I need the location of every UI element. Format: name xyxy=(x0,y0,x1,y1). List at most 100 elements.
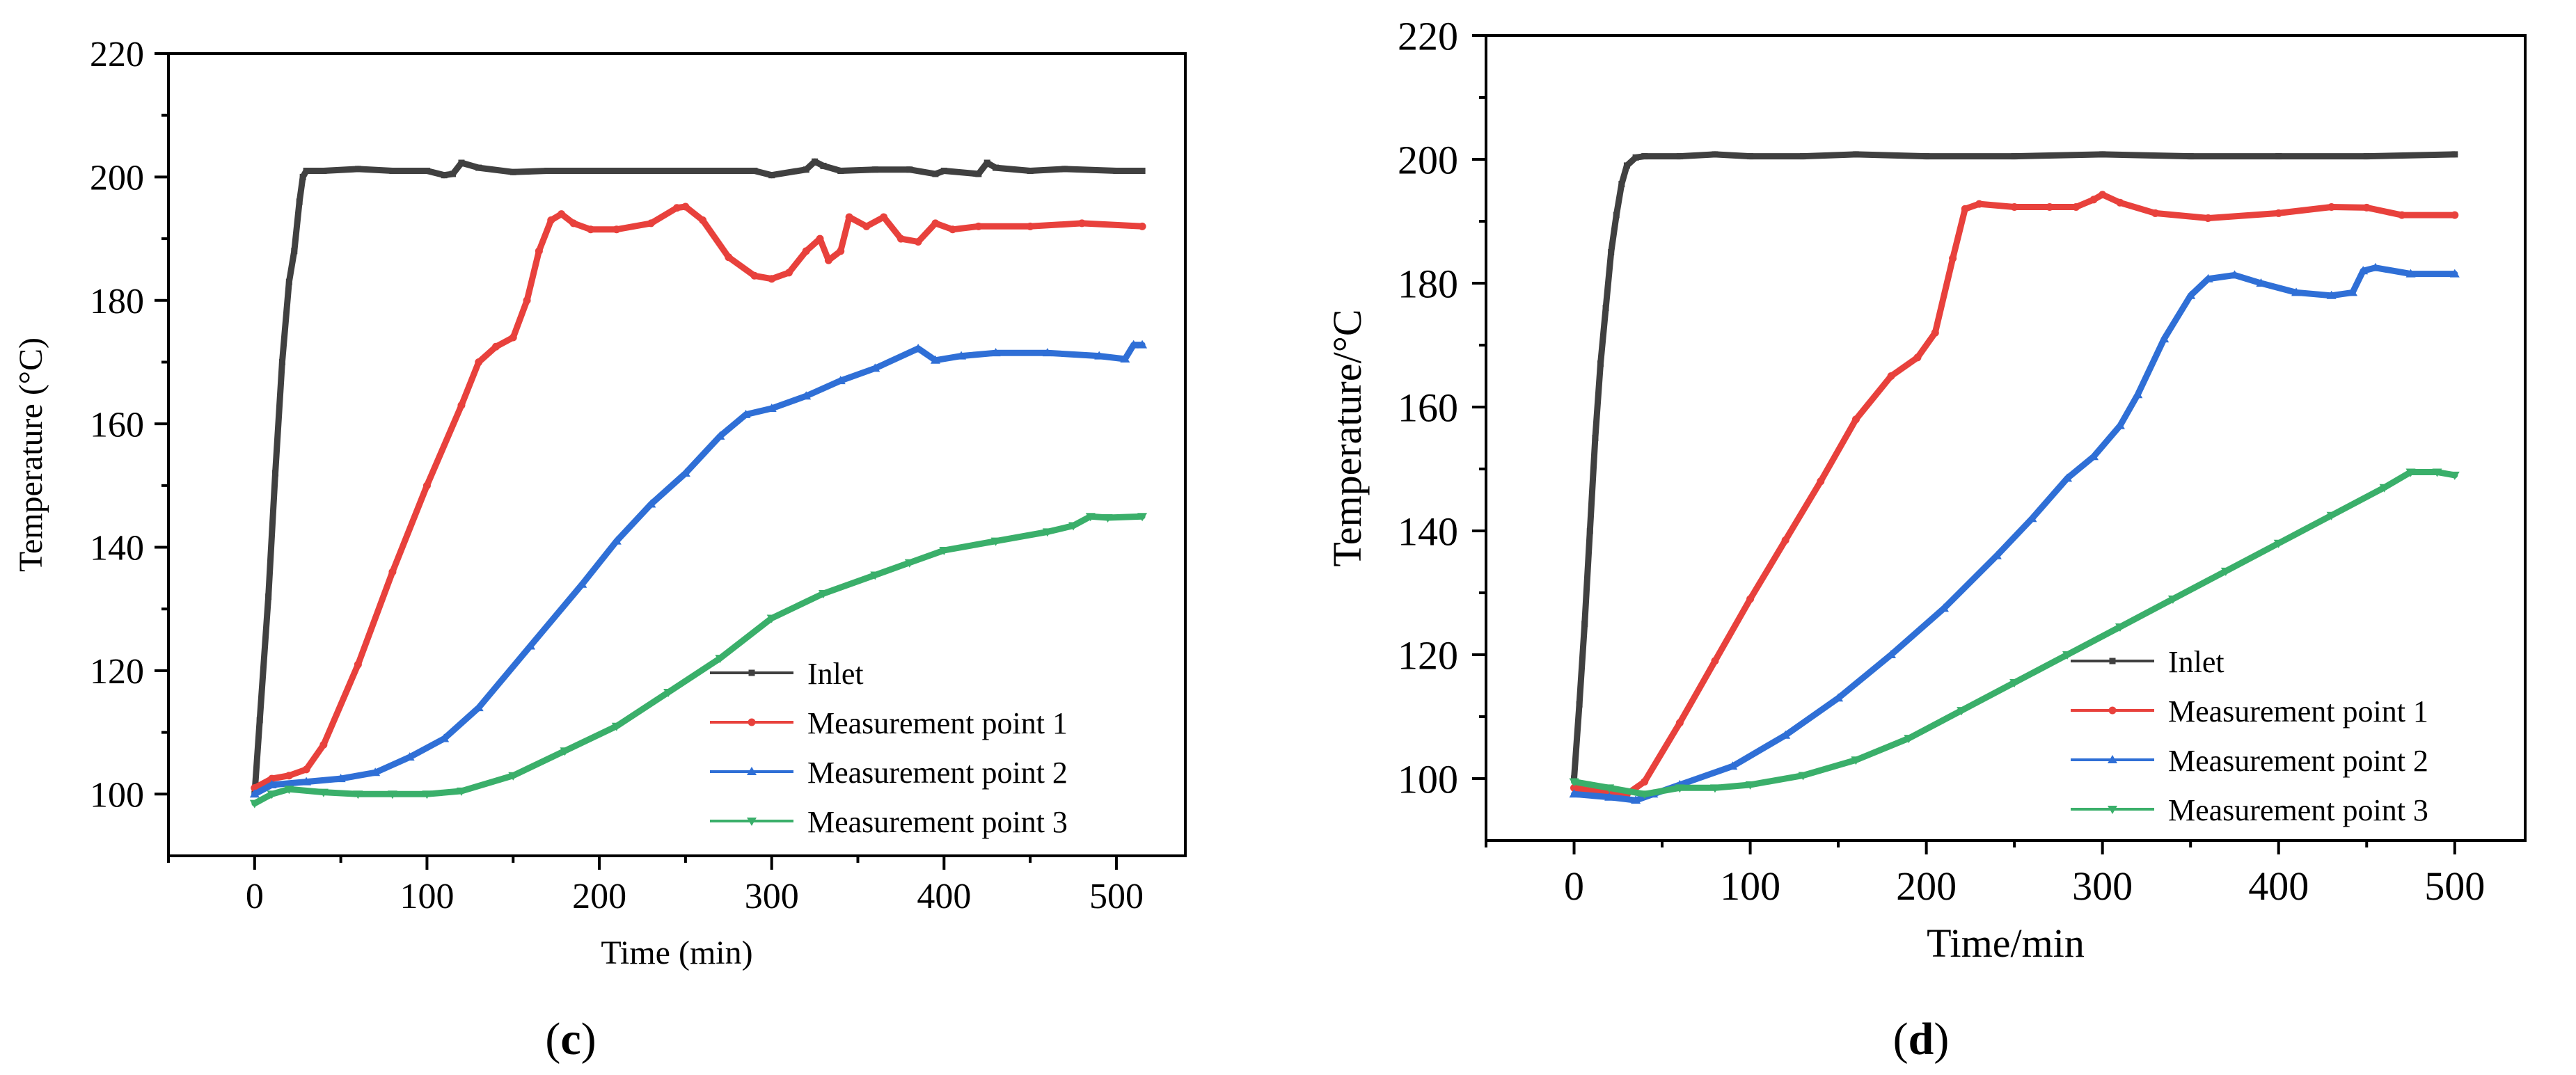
series-3-point xyxy=(2405,269,2416,278)
series-2-point xyxy=(1781,536,1789,544)
series-4-point xyxy=(2326,511,2337,520)
y-tick-label: 140 xyxy=(90,529,144,568)
series-4-point xyxy=(387,790,397,799)
series-2-point xyxy=(1949,254,1957,262)
series-2-point xyxy=(949,225,957,234)
series-2-point xyxy=(1931,328,1939,337)
series-line-1 xyxy=(251,158,1146,797)
y-tick-label: 180 xyxy=(90,282,144,321)
series-3-point xyxy=(1128,340,1139,349)
series-1-point xyxy=(296,198,303,205)
series-4-point xyxy=(715,655,725,664)
x-tick-label: 300 xyxy=(745,877,799,916)
series-4-point xyxy=(284,786,294,795)
series-1-point xyxy=(1061,166,1068,173)
series-2-point xyxy=(816,234,824,243)
series-2-point xyxy=(880,213,888,221)
legend-entry-2: Measurement point 1 xyxy=(2168,694,2428,728)
y-tick-label: 200 xyxy=(90,159,144,198)
x-tick-label: 300 xyxy=(2072,863,2133,909)
series-2-point xyxy=(457,401,466,410)
series-3-point xyxy=(2115,420,2125,429)
series-4-point xyxy=(1904,735,1914,744)
x-tick-label: 200 xyxy=(572,877,626,916)
series-2-point xyxy=(896,234,905,243)
series-1-point xyxy=(285,278,292,285)
series-1-point xyxy=(803,166,809,173)
series-4-point xyxy=(2062,651,2073,660)
series-3-point xyxy=(913,343,924,352)
series-3-point xyxy=(2256,278,2266,287)
series-1-point xyxy=(320,168,327,175)
series-1-point xyxy=(983,159,990,166)
series-4-point xyxy=(249,799,260,809)
series-1-point xyxy=(1712,151,1718,158)
series-3-point xyxy=(870,363,880,372)
y-tick-label: 160 xyxy=(1398,385,1458,430)
y-tick-label: 120 xyxy=(90,652,144,692)
series-1-point xyxy=(2011,153,2018,160)
series-4-point xyxy=(2115,623,2125,632)
series-3-point xyxy=(2291,287,2302,296)
series-1-point xyxy=(812,158,819,165)
series-3-point xyxy=(835,376,846,385)
y-tick-label: 100 xyxy=(1398,756,1458,802)
series-1-point xyxy=(303,168,310,175)
x-tick-label: 400 xyxy=(917,877,971,916)
x-tick-label: 400 xyxy=(2248,863,2309,909)
series-3-point xyxy=(766,403,777,412)
series-2-point xyxy=(558,210,566,218)
series-2-point xyxy=(824,256,832,264)
legend-entry-1: Inlet xyxy=(2168,645,2225,679)
x-tick-label: 500 xyxy=(1089,877,1144,916)
legend-entry-2: Measurement point 1 xyxy=(807,706,1068,740)
series-1-point xyxy=(1027,168,1034,175)
series-2-point xyxy=(914,238,922,246)
y-tick-label: 220 xyxy=(1398,13,1458,58)
series-4-point xyxy=(818,590,828,599)
series-3-point xyxy=(930,355,940,364)
legend-marker-4 xyxy=(2108,806,2117,814)
y-tick-label: 200 xyxy=(1398,137,1458,182)
series-1-point xyxy=(450,170,457,177)
series-1-point xyxy=(1586,527,1593,534)
series-2-point xyxy=(475,358,483,366)
series-1-point xyxy=(1923,153,1930,160)
series-2-point xyxy=(802,247,810,255)
y-tick-label: 160 xyxy=(90,405,144,445)
series-1-point xyxy=(278,358,285,365)
series-1-point xyxy=(1852,151,1859,158)
series-2-point xyxy=(422,481,431,490)
series-4-point xyxy=(1798,772,1808,781)
series-1-point xyxy=(544,168,551,175)
series-3-point xyxy=(2089,452,2099,461)
series-2-point xyxy=(2151,209,2160,217)
series-2-point xyxy=(1961,205,1969,213)
series-3-point xyxy=(2370,262,2380,271)
series-4-point xyxy=(508,772,519,781)
series-2-point xyxy=(1851,415,1860,424)
series-4-point xyxy=(1675,784,1685,793)
series-3-point xyxy=(473,703,484,712)
series-3-point xyxy=(2159,334,2170,343)
series-2-point xyxy=(547,216,555,224)
series-2-point xyxy=(1675,719,1684,727)
series-2-point xyxy=(1711,657,1719,665)
series-1-point xyxy=(423,168,430,175)
series-4-point xyxy=(2167,595,2178,604)
series-line-3 xyxy=(1571,264,2458,804)
series-2-point xyxy=(354,660,362,669)
series-2-point xyxy=(845,213,853,221)
series-2-point xyxy=(2275,209,2283,217)
series-3-point xyxy=(2062,473,2073,482)
series-3-point xyxy=(1886,650,1897,658)
series-1-point xyxy=(768,172,775,179)
y-axis-label: Temperature (°C) xyxy=(13,337,49,572)
y-tick-label: 100 xyxy=(90,776,144,815)
series-1-point xyxy=(837,168,844,175)
series-3-point xyxy=(1991,550,2002,559)
series-3-point xyxy=(249,789,260,798)
y-tick-label: 140 xyxy=(1398,509,1458,554)
legend-marker-3 xyxy=(2108,755,2117,763)
